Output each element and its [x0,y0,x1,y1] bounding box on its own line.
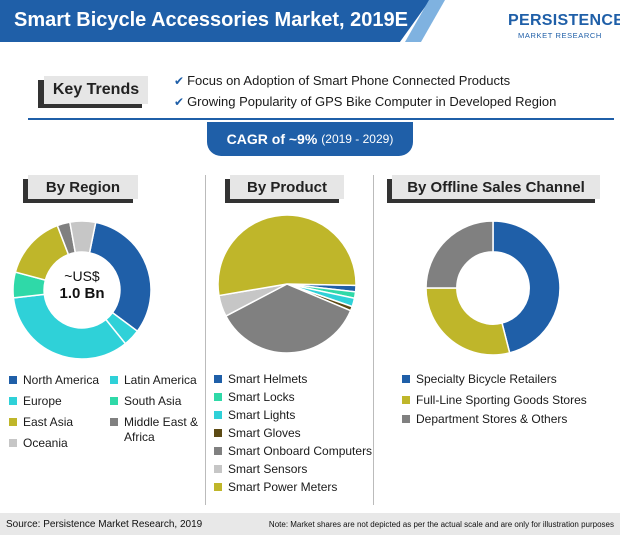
legend-item-smart-power-meters: Smart Power Meters [214,480,337,495]
legend-label: Middle East & Africa [124,415,199,444]
legend-label: Department Stores & Others [416,412,568,426]
legend-item-specialty-bicycle-retailers: Specialty Bicycle Retailers [402,372,557,387]
key-trends-header: Key Trends [44,76,148,104]
legend-label: North America [23,373,100,387]
trend-item: ✔ Focus on Adoption of Smart Phone Conne… [174,70,556,91]
trend-text: Growing Popularity of GPS Bike Computer … [187,94,557,109]
legend-swatch [214,429,222,437]
slice-europe [12,293,127,360]
legend-label: Smart Locks [228,390,295,404]
legend-label: Smart Power Meters [228,480,338,494]
legend-swatch [9,376,17,384]
legend-item-smart-sensors: Smart Sensors [214,462,307,477]
logo-sub-text: MARKET RESEARCH [518,31,602,40]
trends-divider-line [28,118,614,120]
legend-swatch [214,447,222,455]
cagr-value: CAGR of ~9% [226,131,318,147]
product-pie-chart [217,214,357,354]
legend-swatch [402,375,410,383]
column-divider [205,175,206,505]
legend-item-department-stores-and-others: Department Stores & Others [402,412,567,427]
section-title-product: By Product [246,178,327,196]
legend-label: Full-Line Sporting Goods Stores [416,393,587,407]
legend-swatch [214,465,222,473]
check-icon: ✔ [174,94,185,109]
title-banner [0,0,430,42]
legend-item-smart-onboard-computers: Smart Onboard Computers [214,444,372,459]
slice-department-stores-and-others [425,220,494,289]
section-header-channel: By Offline Sales Channel [392,175,600,199]
footer-bar: Source: Persistence Market Research, 201… [0,513,620,535]
legend-label: Latin America [124,373,197,387]
legend-label: Smart Sensors [228,462,308,476]
slice-smart-power-meters [217,214,357,297]
legend-item-smart-lights: Smart Lights [214,408,295,423]
legend-item-smart-locks: Smart Locks [214,390,295,405]
trend-item: ✔ Growing Popularity of GPS Bike Compute… [174,91,556,112]
legend-item-oceania: Oceania [9,436,68,451]
slice-north-america [88,221,152,333]
key-trends-label: Key Trends [52,81,140,98]
legend-label: Oceania [23,436,68,450]
legend-label: Specialty Bicycle Retailers [416,372,557,386]
legend-swatch [110,376,118,384]
slice-oceania [68,220,97,254]
section-header-region: By Region [28,175,138,199]
column-divider [373,175,374,505]
section-title-channel: By Offline Sales Channel [407,178,585,196]
legend-swatch [110,418,118,426]
source-text: Source: Persistence Market Research, 201… [6,518,203,530]
cagr-period: (2019 - 2029) [321,132,394,146]
legend-swatch [214,411,222,419]
brand-logo: PERSISTENCE MARKET RESEARCH [508,12,620,40]
region-donut-chart [12,220,152,360]
legend-label: Smart Lights [228,408,296,422]
legend-swatch [9,439,17,447]
key-trends-list: ✔ Focus on Adoption of Smart Phone Conne… [174,70,556,112]
check-icon: ✔ [174,73,185,88]
legend-swatch [214,393,222,401]
legend-swatch [214,483,222,491]
channel-donut-chart [425,220,561,356]
legend-label: Smart Onboard Computers [228,444,373,458]
legend-label: Smart Helmets [228,372,308,386]
legend-swatch [110,397,118,405]
slice-specialty-bicycle-retailers [492,220,561,354]
legend-swatch [214,375,222,383]
legend-label: Europe [23,394,62,408]
legend-swatch [402,396,410,404]
legend-item-full-line-sporting-goods-stores: Full-Line Sporting Goods Stores [402,393,587,408]
note-text: Note: Market shares are not depicted as … [268,519,614,529]
legend-swatch [402,415,410,423]
legend-label: Smart Gloves [228,426,301,440]
market-size-label: ~US$ 1.0 Bn [47,268,117,302]
trend-text: Focus on Adoption of Smart Phone Connect… [187,73,511,88]
legend-label: South Asia [124,394,182,408]
page-title: Smart Bicycle Accessories Market, 2019E [14,9,408,31]
legend-item-smart-gloves: Smart Gloves [214,426,301,441]
legend-swatch [9,397,17,405]
legend-swatch [9,418,17,426]
legend-item-south-asia: South Asia [110,394,181,409]
legend-item-east-asia: East Asia [9,415,73,430]
section-title-region: By Region [45,178,121,196]
legend-item-smart-helmets: Smart Helmets [214,372,307,387]
legend-item-middle-east-and-africa: Middle East & Africa [110,415,205,445]
slice-smart-onboard-computers [224,283,352,354]
slice-full-line-sporting-goods-stores [425,287,511,356]
section-header-product: By Product [230,175,344,199]
legend-item-north-america: North America [9,373,99,388]
market-size-prefix: ~US$ [64,268,100,284]
legend-item-latin-america: Latin America [110,373,197,388]
market-size-value: 1.0 Bn [59,285,105,302]
legend-label: East Asia [23,415,74,429]
logo-main-text: PERSISTENCE [508,12,620,29]
cagr-badge: CAGR of ~9% (2019 - 2029) [207,122,413,156]
legend-item-europe: Europe [9,394,62,409]
